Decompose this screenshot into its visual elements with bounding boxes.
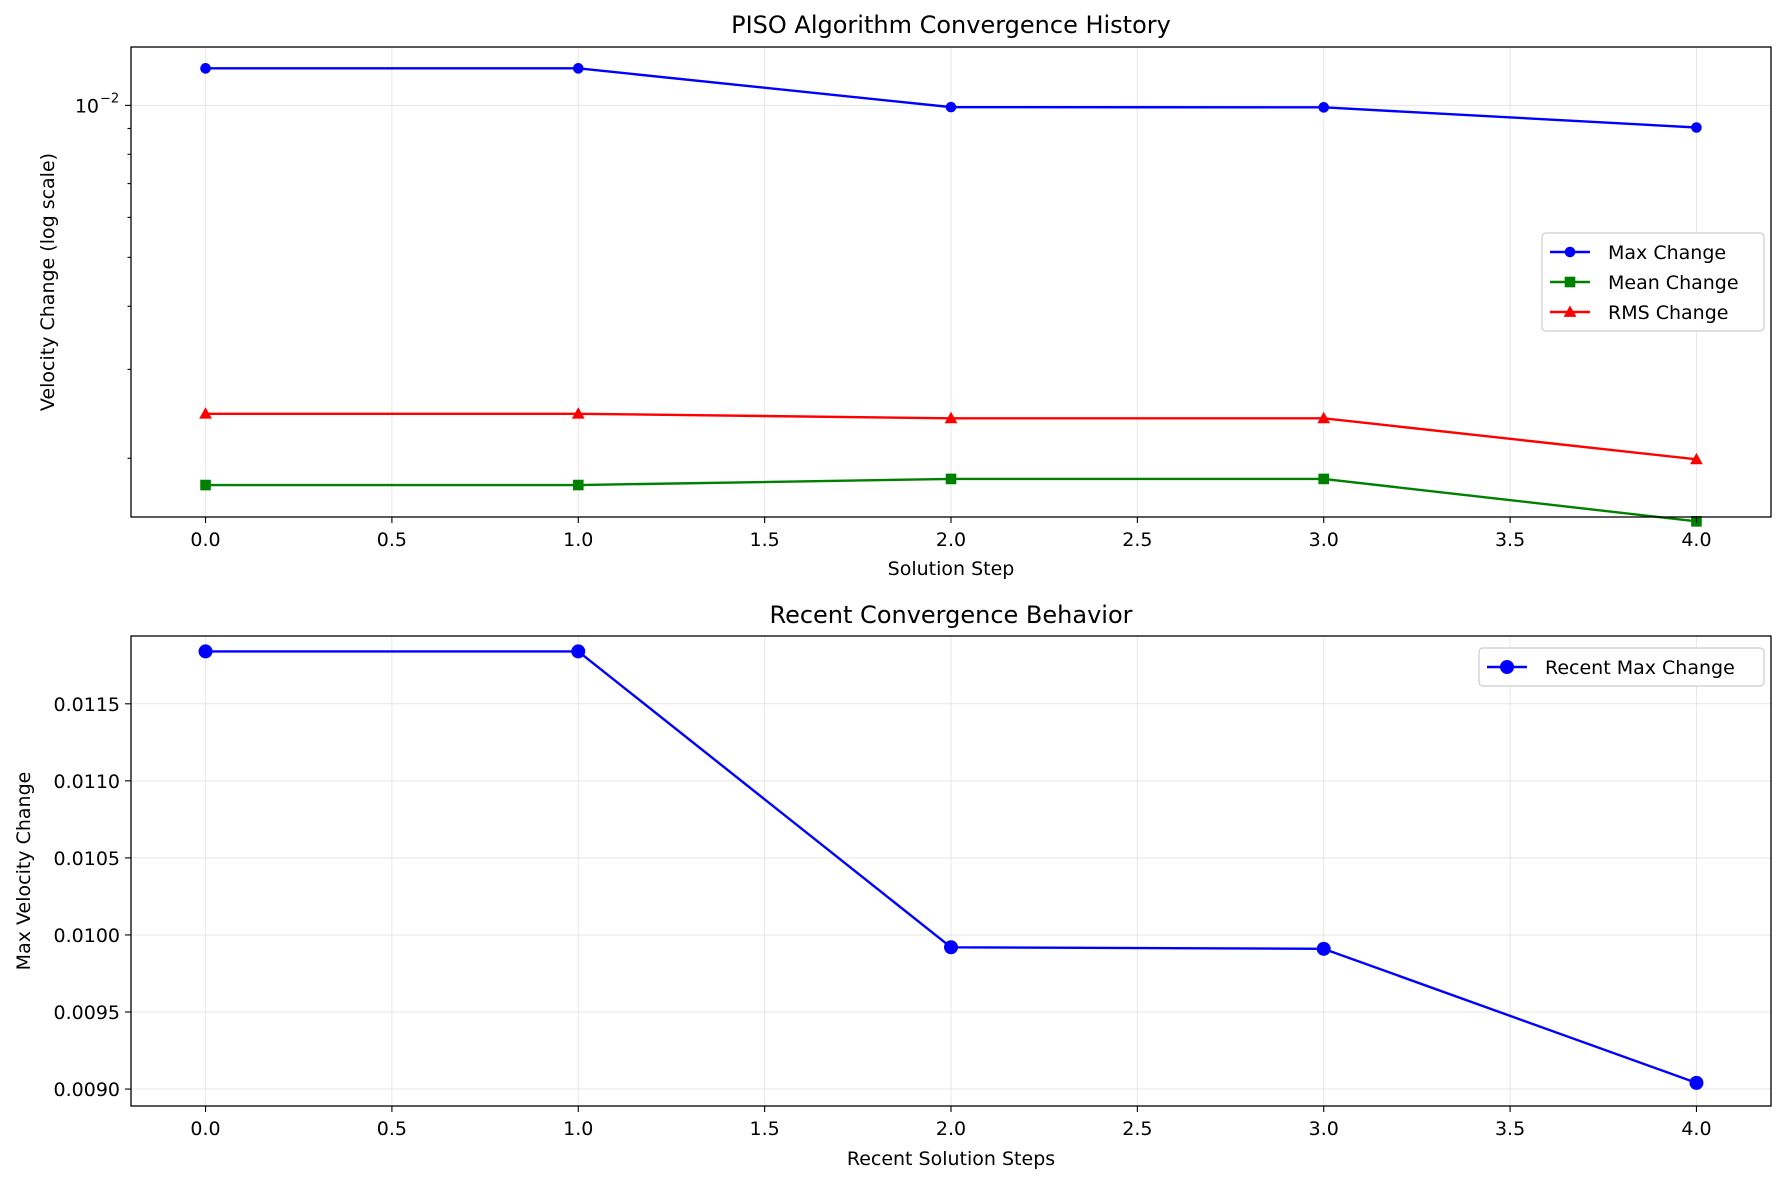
y-tick-label: 0.0105 [54, 848, 120, 870]
legend-label: Recent Max Change [1545, 657, 1735, 679]
legend-label: Max Change [1608, 242, 1726, 264]
convergence-history-chart: PISO Algorithm Convergence History 0.0 0.… [37, 11, 1772, 580]
legend-item: Max Change [1550, 242, 1726, 264]
data-point-rms-change [944, 411, 958, 424]
data-point-recent-max-change [198, 644, 213, 659]
data-point-rms-change [1690, 452, 1703, 465]
series-max-change [200, 63, 1702, 133]
data-point-max-change [200, 63, 211, 74]
x-tick-label: 3.5 [1495, 529, 1525, 551]
data-point-max-change [572, 63, 584, 74]
y-tick-label: 0.0090 [54, 1079, 120, 1101]
data-point-max-change [945, 101, 957, 113]
x-tick-label: 4.0 [1681, 529, 1711, 551]
x-tick-label: 3.0 [1309, 1118, 1339, 1140]
x-tick-label: 1.5 [750, 1118, 780, 1140]
y-tick-label: 0.0110 [54, 771, 120, 793]
legend-box [1541, 232, 1765, 332]
x-tick-label: 2.5 [1122, 1118, 1152, 1140]
x-tick-label: 2.5 [1122, 529, 1152, 551]
series-rms-change [199, 407, 1703, 465]
x-tick-label: 0.5 [377, 529, 407, 551]
recent-convergence-chart: Recent Convergence Behavior 0.0 0.5 1.0 1.5… [13, 601, 1772, 1170]
y-tick-label: 0.0100 [54, 925, 120, 947]
data-point-mean-change [572, 479, 584, 491]
x-tick-label: 0.5 [377, 1118, 407, 1140]
legend-marker [1564, 276, 1576, 288]
legend: Max Change Mean Change RMS Change [1541, 232, 1765, 332]
legend-marker [1564, 246, 1576, 258]
y-axis-label: Velocity Change (log scale) [37, 153, 59, 411]
y-axis-label: Max Velocity Change [13, 772, 35, 971]
data-point-max-change [1318, 102, 1330, 113]
data-point-recent-max-change [944, 940, 958, 955]
x-tick-label: 3.0 [1309, 529, 1339, 551]
data-point-rms-change [1317, 411, 1331, 424]
legend-box [1478, 647, 1765, 687]
x-tick-label: 1.0 [563, 1118, 593, 1140]
legend-label: RMS Change [1608, 302, 1728, 324]
data-point-mean-change [945, 473, 957, 485]
data-point-mean-change [200, 479, 211, 491]
x-tick-label: 3.5 [1495, 1118, 1525, 1140]
legend-item: Recent Max Change [1487, 657, 1735, 679]
y-tick-label: 0.0115 [54, 694, 120, 716]
legend: Recent Max Change [1478, 647, 1765, 687]
data-point-max-change [1691, 122, 1702, 133]
series-recent-max-change [198, 644, 1704, 1090]
legend-marker [1563, 305, 1577, 317]
x-tick-label: 1.0 [563, 529, 593, 551]
legend-item: RMS Change [1550, 302, 1728, 324]
data-point-recent-max-change [1316, 941, 1331, 956]
x-tick-label: 2.0 [936, 529, 966, 551]
data-point-rms-change [199, 407, 212, 419]
x-axis-label: Solution Step [888, 558, 1015, 580]
y-tick-label: 10 [75, 95, 99, 117]
data-point-mean-change [1318, 473, 1330, 485]
x-axis-label: Recent Solution Steps [847, 1148, 1055, 1170]
chart-title: Recent Convergence Behavior [769, 601, 1132, 629]
y-tick-label: 0.0095 [54, 1002, 120, 1024]
data-point-recent-max-change [1689, 1075, 1704, 1090]
data-point-rms-change [571, 407, 585, 419]
legend-label: Mean Change [1608, 272, 1739, 294]
legend-item: Mean Change [1550, 272, 1739, 294]
x-tick-label: 0.0 [190, 1118, 220, 1140]
legend-marker [1500, 660, 1514, 674]
y-tick-label-exponent: −2 [100, 91, 119, 106]
x-tick-label: 1.5 [750, 529, 780, 551]
data-point-recent-max-change [571, 644, 586, 659]
x-tick-label: 0.0 [190, 529, 220, 551]
chart-title: PISO Algorithm Convergence History [731, 11, 1171, 39]
x-tick-label: 4.0 [1681, 1118, 1711, 1140]
x-tick-label: 2.0 [936, 1118, 966, 1140]
